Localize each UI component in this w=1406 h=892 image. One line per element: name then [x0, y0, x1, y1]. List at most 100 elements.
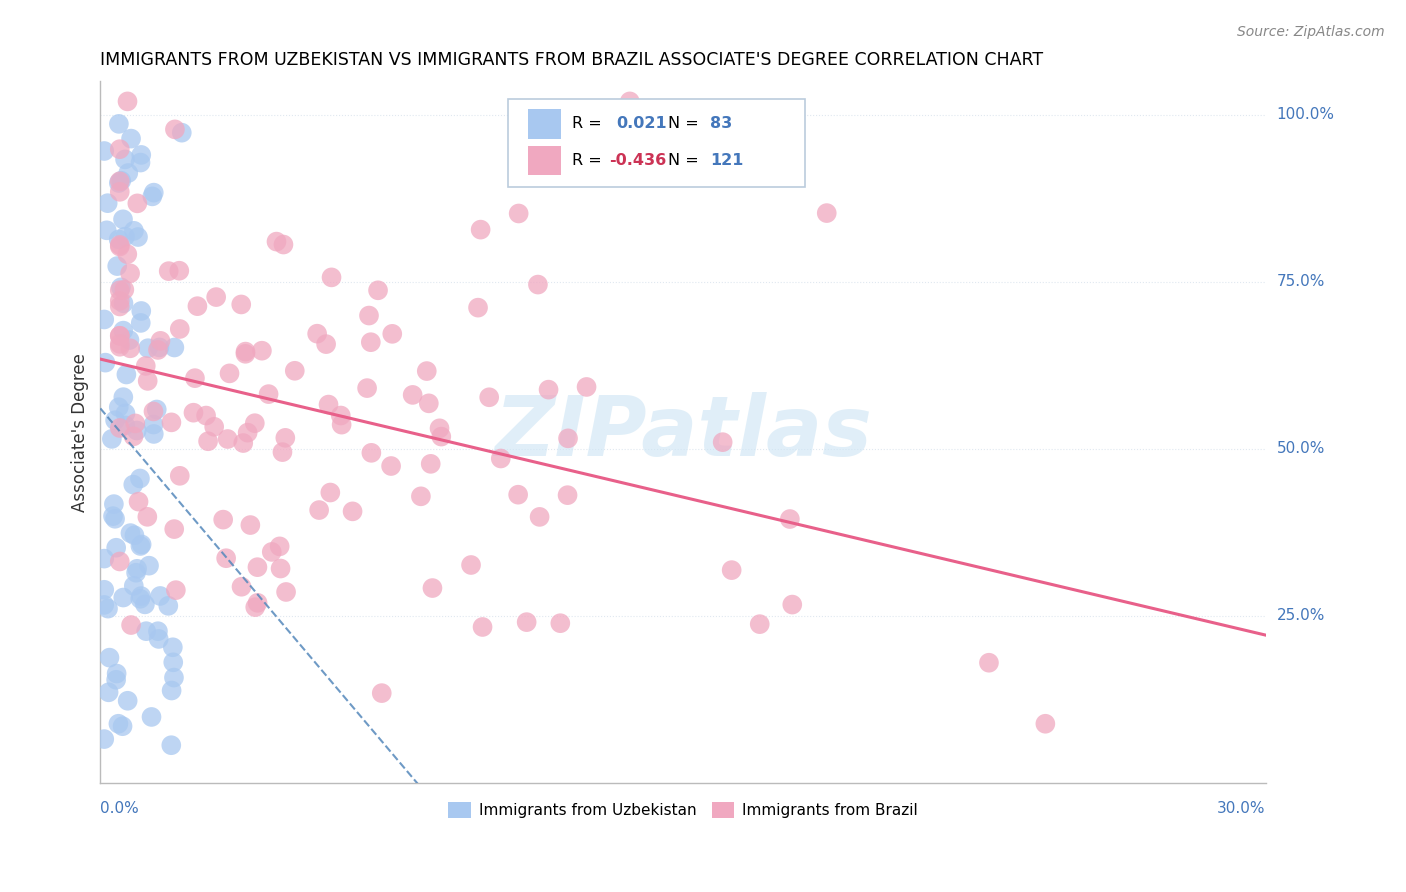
Point	[330, 417, 353, 432]
Point	[129, 471, 152, 485]
Point	[141, 189, 163, 203]
Point	[271, 445, 294, 459]
Point	[114, 418, 136, 433]
Point	[136, 341, 159, 355]
Point	[231, 297, 253, 311]
Point	[1033, 716, 1056, 731]
Point	[125, 424, 148, 438]
Point	[470, 222, 492, 236]
Point	[367, 283, 389, 297]
Point	[205, 290, 228, 304]
Point	[117, 95, 139, 109]
Point	[489, 451, 512, 466]
Point	[129, 539, 152, 553]
Point	[478, 390, 501, 404]
Point	[112, 390, 135, 404]
Point	[321, 270, 343, 285]
Point	[401, 388, 423, 402]
Point	[273, 237, 295, 252]
Point	[108, 174, 131, 188]
Text: 75.0%: 75.0%	[1277, 275, 1324, 289]
Point	[122, 579, 145, 593]
Point	[108, 328, 131, 343]
Point	[114, 406, 136, 420]
Point	[129, 148, 152, 162]
Point	[112, 296, 135, 310]
Point	[120, 266, 142, 280]
Point	[357, 309, 380, 323]
Point	[371, 686, 394, 700]
Point	[163, 341, 186, 355]
Point	[381, 326, 404, 341]
FancyBboxPatch shape	[508, 99, 806, 186]
Point	[557, 431, 579, 445]
Text: 50.0%: 50.0%	[1277, 442, 1324, 457]
Text: Source: ZipAtlas.com: Source: ZipAtlas.com	[1237, 25, 1385, 39]
Point	[430, 429, 453, 443]
Point	[146, 343, 169, 357]
Point	[239, 518, 262, 533]
Point	[318, 398, 340, 412]
Point	[163, 522, 186, 536]
Point	[557, 488, 579, 502]
Point	[197, 434, 219, 449]
Point	[508, 206, 530, 220]
Point	[97, 601, 120, 615]
Point	[112, 591, 135, 605]
Point	[129, 589, 152, 603]
Point	[215, 551, 238, 566]
Point	[129, 155, 152, 169]
Point	[163, 122, 186, 136]
Point	[160, 683, 183, 698]
Point	[418, 396, 440, 410]
Point	[169, 263, 191, 277]
Point	[118, 333, 141, 347]
Point	[529, 509, 551, 524]
FancyBboxPatch shape	[529, 145, 561, 175]
Point	[416, 364, 439, 378]
Point	[232, 436, 254, 450]
Point	[319, 485, 342, 500]
Point	[120, 131, 142, 145]
Point	[977, 656, 1000, 670]
Point	[107, 232, 129, 246]
Point	[127, 230, 149, 244]
Point	[409, 489, 432, 503]
Point	[360, 335, 382, 350]
Point	[270, 561, 292, 575]
Text: N =: N =	[668, 153, 704, 168]
Point	[748, 617, 770, 632]
Text: -0.436: -0.436	[610, 153, 666, 168]
Point	[422, 581, 444, 595]
Point	[380, 458, 402, 473]
Point	[108, 185, 131, 199]
FancyBboxPatch shape	[529, 109, 561, 139]
Point	[169, 468, 191, 483]
Point	[148, 632, 170, 646]
Point	[149, 589, 172, 603]
Point	[235, 344, 257, 359]
Text: 30.0%: 30.0%	[1218, 801, 1265, 815]
Point	[217, 432, 239, 446]
Point	[105, 541, 128, 555]
Point	[145, 402, 167, 417]
Point	[117, 247, 139, 261]
Point	[246, 596, 269, 610]
Point	[149, 334, 172, 348]
Point	[128, 494, 150, 508]
Point	[108, 283, 131, 297]
Point	[112, 324, 135, 338]
Point	[274, 585, 297, 599]
Point	[122, 224, 145, 238]
Point	[125, 566, 148, 580]
Point	[122, 429, 145, 443]
Point	[269, 540, 291, 554]
Point	[97, 685, 120, 699]
Point	[117, 166, 139, 180]
Point	[231, 580, 253, 594]
Point	[129, 591, 152, 606]
Point	[134, 598, 156, 612]
Point	[107, 716, 129, 731]
Text: R =: R =	[572, 153, 602, 168]
Point	[111, 719, 134, 733]
